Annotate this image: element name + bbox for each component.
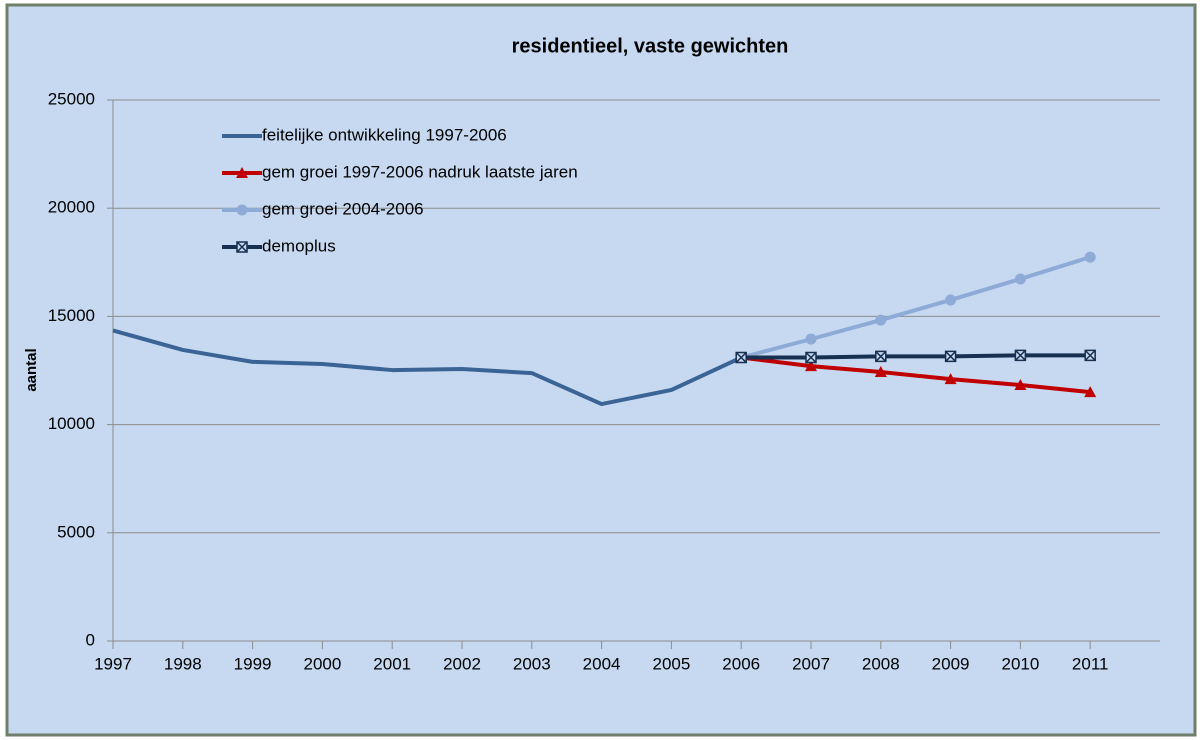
- marker: [236, 241, 248, 253]
- y-tick-label: 5000: [57, 522, 95, 541]
- marker: [944, 350, 957, 363]
- x-tick-label: 2001: [373, 654, 411, 673]
- x-tick-label: 2005: [652, 654, 690, 673]
- chart-background: [5, 3, 1197, 737]
- marker: [875, 314, 887, 326]
- y-tick-label: 25000: [48, 89, 95, 108]
- marker: [805, 333, 817, 345]
- series-line: [740, 255, 1091, 360]
- marker: [805, 351, 817, 364]
- marker: [945, 294, 957, 306]
- x-tick-label: 2000: [303, 654, 341, 673]
- chart-title: residentieel, vaste gewichten: [512, 35, 789, 57]
- marker: [735, 351, 747, 364]
- x-tick-label: 2004: [583, 654, 621, 673]
- x-tick-label: 2008: [862, 654, 900, 673]
- x-tick-label: 1999: [234, 654, 272, 673]
- legend-label: gem groei 1997-2006 nadruk laatste jaren: [262, 162, 578, 181]
- x-tick-label: 2002: [443, 654, 481, 673]
- x-tick-label: 1998: [164, 654, 202, 673]
- marker: [1014, 378, 1027, 390]
- marker: [875, 350, 887, 363]
- series-line: [112, 328, 743, 407]
- marker: [874, 366, 887, 378]
- x-tick-label: 2007: [792, 654, 830, 673]
- marker: [1084, 386, 1097, 398]
- series-line: [740, 355, 1091, 395]
- marker: [1014, 349, 1027, 362]
- x-tick-label: 2010: [1001, 654, 1039, 673]
- marker: [1084, 251, 1096, 263]
- legend-label: gem groei 2004-2006: [262, 199, 424, 218]
- marker: [1084, 349, 1096, 362]
- y-tick-label: 10000: [48, 414, 95, 433]
- x-tick-label: 2011: [1072, 654, 1109, 673]
- legend-label: feitelijke ontwikkeling 1997-2006: [262, 125, 507, 144]
- marker: [236, 204, 248, 216]
- x-tick-label: 2009: [932, 654, 970, 673]
- x-tick-label: 2003: [513, 654, 551, 673]
- marker: [236, 167, 248, 178]
- y-tick-label: 15000: [48, 306, 95, 325]
- legend-label: demoplus: [262, 236, 336, 255]
- y-tick-label: 20000: [48, 198, 95, 217]
- marker: [944, 373, 957, 385]
- x-tick-label: 1997: [94, 654, 132, 673]
- marker: [1014, 273, 1026, 285]
- x-tick-label: 2006: [722, 654, 760, 673]
- series-line: [741, 353, 1091, 360]
- marker: [805, 360, 817, 372]
- y-axis-label: aantal: [23, 348, 40, 391]
- y-tick-label: 0: [86, 630, 95, 649]
